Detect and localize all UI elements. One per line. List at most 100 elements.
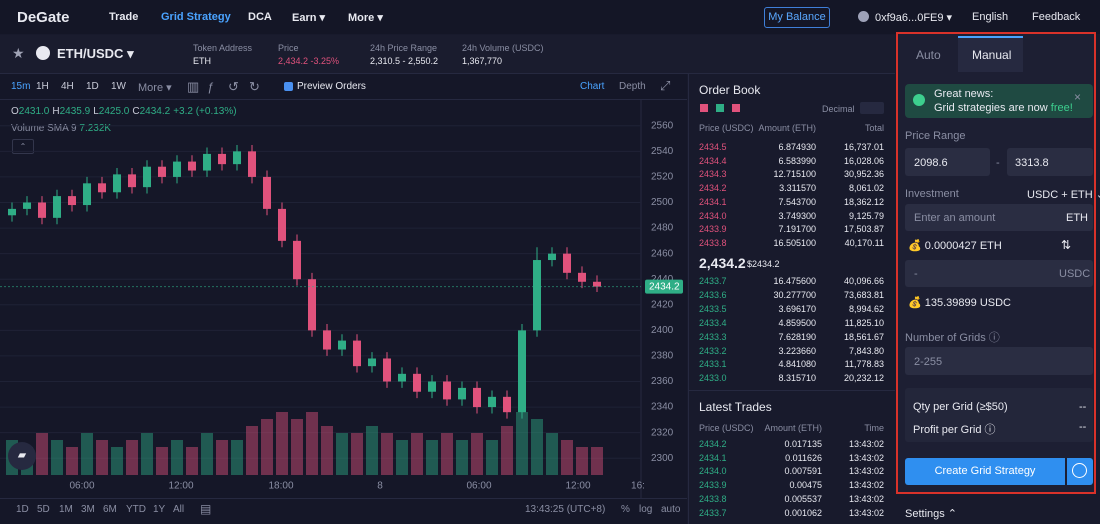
undo-icon[interactable]: ↺: [228, 79, 239, 94]
volume-bar: [576, 447, 588, 475]
volume-bar: [441, 433, 453, 475]
y-tick-label: 2480: [651, 223, 674, 234]
balance-button[interactable]: My Balance: [764, 7, 830, 28]
amount-placeholder: Enter an amount: [914, 212, 996, 224]
depth-tab[interactable]: Depth: [619, 81, 646, 92]
interval[interactable]: 1H: [36, 81, 49, 92]
view-asks[interactable]: [732, 104, 740, 112]
range[interactable]: 5D: [37, 504, 50, 515]
chart: 2300 2320 2340 2360 2380 2400 2420 2440 2460 2480…: [0, 100, 683, 498]
trade-cell: 0.001062: [784, 507, 822, 518]
calendar-icon[interactable]: ▤: [200, 502, 212, 516]
tv-logo[interactable]: ▰: [8, 442, 36, 470]
wallet-button[interactable]: [1067, 458, 1093, 485]
logo[interactable]: DeGate: [17, 9, 70, 26]
nav-item[interactable]: DCA: [248, 11, 272, 23]
candle-icon[interactable]: ▥: [187, 79, 200, 94]
nav-item[interactable]: Trade: [109, 11, 139, 23]
range[interactable]: 1M: [59, 504, 73, 515]
volume-legend: Volume SMA 9 7.232K: [11, 123, 111, 134]
collapse[interactable]: ⌃: [12, 139, 34, 154]
low-input[interactable]: [905, 148, 990, 176]
star[interactable]: ★: [12, 45, 25, 61]
range[interactable]: 1D: [16, 504, 29, 515]
ohlc-part: O: [11, 106, 19, 117]
nav-item[interactable]: Grid Strategy: [161, 11, 231, 23]
interval[interactable]: 1D: [86, 81, 99, 92]
view-both[interactable]: [700, 104, 708, 112]
news-free: free!: [1050, 102, 1073, 114]
candle-body: [578, 272, 586, 282]
grids-input[interactable]: [905, 347, 1093, 375]
y-tick-label: 2400: [651, 325, 674, 336]
volume-bar: [516, 412, 528, 475]
candle-body: [218, 153, 226, 165]
book-cell: 2434.0: [699, 210, 727, 221]
investment-label: Investment: [905, 188, 959, 200]
trade-cell: 0.00475: [789, 480, 822, 491]
book-cell: 2434.1: [699, 196, 727, 207]
range[interactable]: 3M: [81, 504, 95, 515]
volume-bar: [561, 440, 573, 475]
log[interactable]: log: [639, 504, 653, 515]
candle-body: [173, 161, 181, 177]
nav-item[interactable]: Earn ▾: [292, 12, 326, 24]
range[interactable]: All: [173, 504, 185, 515]
auto[interactable]: auto: [661, 504, 681, 515]
candle-body: [353, 340, 361, 367]
ohlc-part: 2431.0: [18, 106, 50, 117]
checkbox[interactable]: [284, 82, 293, 91]
y-tick-label: 2300: [651, 453, 674, 464]
candle-body: [593, 281, 601, 287]
feedback[interactable]: Feedback: [1032, 11, 1081, 23]
y-tick-label: 2540: [651, 146, 674, 157]
language[interactable]: English: [972, 11, 1009, 23]
volume-bar: [321, 426, 333, 475]
expand-icon[interactable]: ⤢: [660, 78, 671, 93]
ohlc-part: 2435.9: [59, 106, 91, 117]
range[interactable]: YTD: [126, 504, 146, 515]
grids-label: Number of Grids ⓘ: [905, 332, 1000, 344]
close-news[interactable]: ×: [1074, 90, 1082, 104]
swap-icon[interactable]: ⇅: [1061, 238, 1072, 252]
price-value: 2,434.2: [278, 56, 309, 66]
nav-item[interactable]: More ▾: [348, 12, 383, 24]
wallet[interactable]: 0xf9a6...0FE9 ▾: [875, 12, 953, 24]
chart-tab[interactable]: Chart: [580, 81, 605, 92]
candle-body: [488, 396, 496, 408]
range-label: 24h Price Range: [370, 43, 438, 53]
more[interactable]: More ▾: [138, 82, 172, 94]
pair[interactable]: ETH/USDC ▾: [57, 46, 134, 61]
percent[interactable]: %: [621, 504, 630, 515]
trades-title: Latest Trades: [699, 400, 772, 414]
y-tick-label: 2560: [651, 120, 674, 131]
range[interactable]: 1Y: [153, 504, 166, 515]
price: 2,434.2 -3.25%: [278, 56, 339, 66]
decimal-select[interactable]: [860, 102, 884, 114]
indicator-icon[interactable]: ƒ: [207, 80, 214, 94]
book-cell: 2434.3: [699, 169, 727, 180]
interval[interactable]: 15m: [11, 81, 31, 92]
candle-body: [473, 387, 481, 408]
create-button[interactable]: Create Grid Strategy: [905, 458, 1065, 485]
tab-manual[interactable]: Manual: [972, 48, 1012, 62]
settings[interactable]: Settings ⌃: [905, 508, 958, 520]
trade-cell: 13:43:02: [848, 452, 884, 463]
usdc-placeholder: -: [914, 268, 918, 280]
decimal[interactable]: Decimal: [822, 104, 855, 114]
high-input[interactable]: [1007, 148, 1093, 176]
book-cell: 2433.8: [699, 237, 727, 248]
book-cell: 11,825.10: [844, 317, 884, 328]
amount-input[interactable]: [905, 204, 1093, 231]
invest-unit[interactable]: USDC + ETH ⌄: [1027, 188, 1100, 201]
tab-auto[interactable]: Auto: [916, 48, 941, 62]
range[interactable]: 6M: [103, 504, 117, 515]
wallet-button-icon: [1072, 463, 1087, 478]
usdc-input[interactable]: [905, 260, 1093, 287]
redo-icon[interactable]: ↻: [249, 79, 260, 94]
volume-bar: [201, 433, 213, 475]
book-cell: 73,683.81: [843, 289, 884, 300]
view-bids[interactable]: [716, 104, 724, 112]
interval[interactable]: 1W: [111, 81, 126, 92]
interval[interactable]: 4H: [61, 81, 74, 92]
